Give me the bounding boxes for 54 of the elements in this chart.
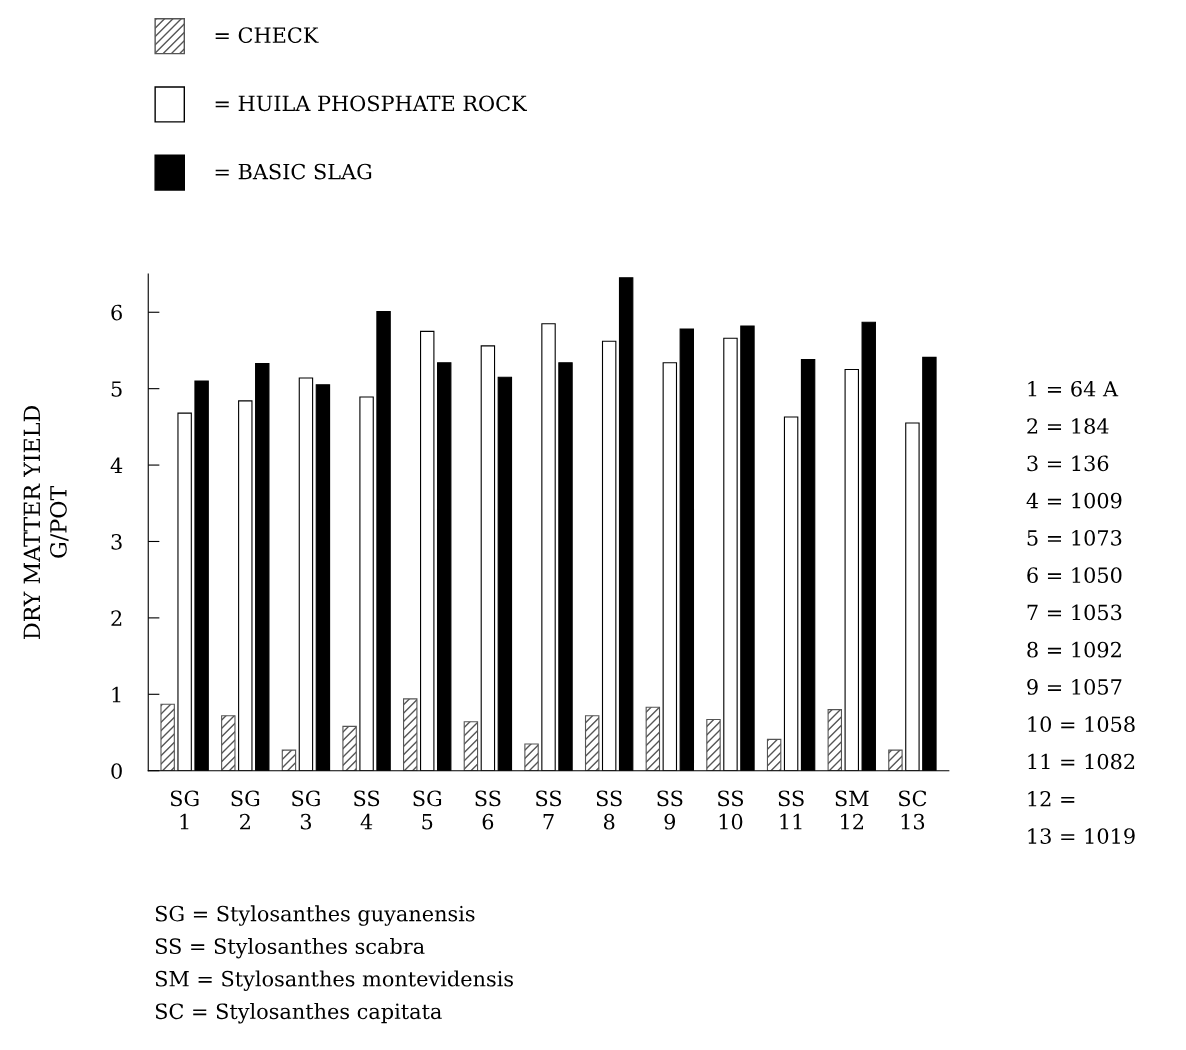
x-tick-label: SS 9 [657,790,683,830]
legend-label: = BASIC SLAG [215,163,372,180]
y-tick-label: 2 [111,610,122,626]
text: SC = Stylosanthes capitata [155,1003,442,1024]
bar [766,738,782,771]
bar [342,725,357,771]
text: 9 = 1057 [1027,679,1122,695]
bar [827,709,843,771]
bar [645,706,661,771]
text: SM = Stylosanthes montevidensis [155,970,513,991]
text: 3 = 136 [1027,455,1109,472]
y-tick-label: 4 [110,457,123,473]
legend-label: = HUILA PHOSPHATE ROCK [215,95,527,112]
bar [221,715,236,771]
y-tick-label: 5 [111,381,122,397]
bar [403,698,418,771]
text: 8 = 1092 [1027,641,1121,658]
text: 2 = 184 [1027,418,1109,434]
x-tick-label: SM 12 [835,790,869,830]
x-tick-label: SS 11 [778,790,804,830]
text: SG = Stylosanthes guyanensis [155,905,475,926]
x-tick-label: SG 2 [231,790,260,830]
x-tick-label: SG 5 [413,790,442,830]
text: 13 = 1019 [1028,828,1135,844]
bar [281,749,297,771]
bar [160,703,175,771]
text: 11 = 1082 [1028,753,1135,770]
bar [706,718,721,771]
x-tick-label: SS 6 [475,790,501,830]
x-tick-label: SG 3 [292,790,320,830]
text: 6 = 1050 [1027,567,1122,584]
bar [888,749,903,771]
y-tick-label: 0 [111,763,122,779]
x-tick-label: SS 10 [718,790,744,830]
text: 12 = [1028,790,1075,807]
bar [584,715,600,771]
text: 10 = 1058 [1028,716,1135,733]
bar [463,721,479,771]
text: 4 = 1009 [1026,492,1122,509]
x-tick-label: SC 13 [899,790,927,830]
text: 7 = 1053 [1027,604,1122,621]
text: 5 = 1073 [1027,529,1122,546]
x-tick-label: SS 7 [536,790,562,830]
y-tick-label: 1 [112,686,121,703]
y-axis-title: DRY MATTER YIELD G/POT [23,405,69,639]
x-tick-label: SG 1 [170,790,199,830]
bar [524,743,539,771]
text: SS = Stylosanthes scabra [155,937,425,959]
y-tick-label: 6 [111,304,122,321]
x-tick-label: SS 4 [354,790,380,830]
y-tick-label: 3 [111,533,122,550]
legend-label: = CHECK [215,27,319,43]
x-tick-label: SS 8 [596,790,622,830]
text: 1 = 64 A [1028,380,1119,397]
